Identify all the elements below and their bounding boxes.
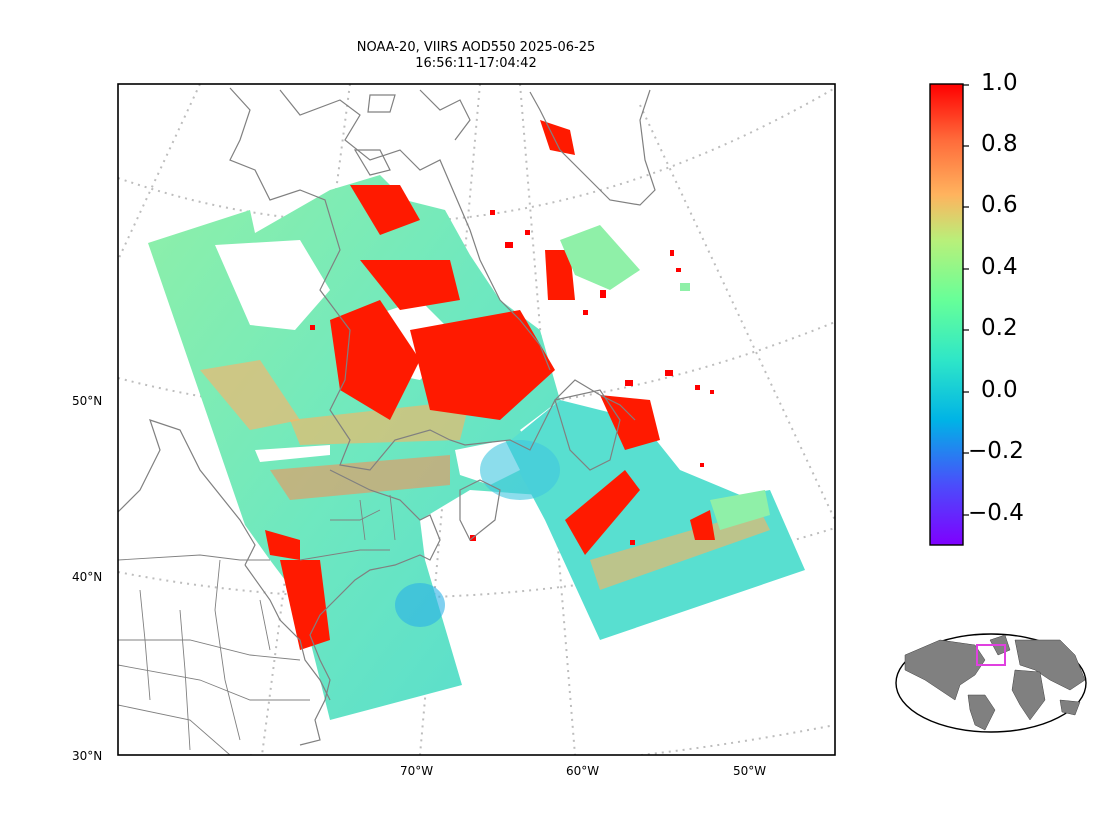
inset-globe [895,633,1087,733]
colorbar-tick-0.4: 0.4 [981,254,1018,280]
colorbar-tick-0.8: 0.8 [981,131,1018,157]
colorbar-tick-0.6: 0.6 [981,192,1018,218]
colorbar [929,83,964,546]
map-frame [117,83,836,756]
colorbar-tick-0.2: 0.2 [981,315,1018,341]
coastlines [118,87,656,746]
figure-title-line-1: NOAA-20, VIIRS AOD550 2025-06-25 [356,40,596,55]
colorbar-ticks [963,84,969,516]
high-aod-regions [265,120,715,650]
colorbar-tick-neg-0.2: −0.2 [968,438,1024,464]
lat-label-40: 40°N [72,570,103,584]
inset-region-box [976,644,1006,666]
lon-label-50: 50°W [733,764,767,778]
colorbar-tick-neg-0.4: −0.4 [968,500,1024,526]
lat-label-50: 50°N [72,394,103,408]
lon-label-70: 70°W [400,764,434,778]
lon-label-60: 60°W [566,764,600,778]
lat-label-30: 30°N [72,749,103,763]
colorbar-tick-0.0: 0.0 [981,377,1018,403]
colorbar-tick-1.0: 1.0 [981,70,1018,96]
figure-title-line-2: 16:56:11-17:04:42 [415,56,537,71]
state-borders [118,494,396,755]
